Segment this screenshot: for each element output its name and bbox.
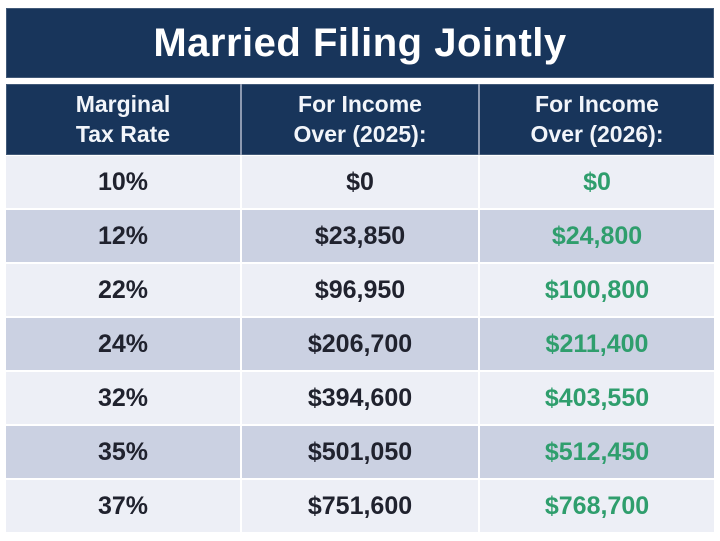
cell-income-2025: $96,950 [240,264,478,316]
table-row: 22% $96,950 $100,800 [6,264,714,318]
header-line: Marginal [75,91,171,118]
cell-income-2025: $0 [240,156,478,208]
cell-income-2026: $768,700 [478,480,714,532]
table-row: 37% $751,600 $768,700 [6,480,714,532]
header-line: For Income [535,91,659,118]
page-title: Married Filing Jointly [153,20,567,65]
cell-rate: 35% [97,437,149,466]
header-line: Tax Rate [75,120,171,147]
table-row: 12% $23,850 $24,800 [6,210,714,264]
cell-income-2025: $206,700 [240,318,478,370]
header-line: For Income [298,91,422,118]
table-row: 24% $206,700 $211,400 [6,318,714,372]
column-header-income-2026: For Income Over (2026): [478,84,714,155]
title-bar: Married Filing Jointly [6,8,714,78]
cell-income-2026: $0 [478,156,714,208]
cell-rate: 22% [97,275,149,304]
column-header-marginal-tax-rate: Marginal Tax Rate [6,84,240,155]
cell-income-2025: $751,600 [240,480,478,532]
cell-rate: 32% [97,383,149,412]
table-row: 10% $0 $0 [6,156,714,210]
cell-income-2026: $24,800 [478,210,714,262]
table-body: 10% $0 $0 12% $23,850 $24,800 22% $96,95… [6,156,714,532]
cell-income-2026: $100,800 [478,264,714,316]
table-row: 35% $501,050 $512,450 [6,426,714,480]
cell-income-2025: $394,600 [240,372,478,424]
cell-rate: 10% [97,167,149,196]
column-header-income-2025: For Income Over (2025): [240,84,478,155]
cell-rate: 24% [97,329,149,358]
cell-income-2026: $512,450 [478,426,714,478]
cell-income-2025: $501,050 [240,426,478,478]
header-line: Over (2025): [293,120,427,147]
cell-income-2026: $211,400 [478,318,714,370]
cell-rate: 12% [97,221,149,250]
cell-income-2026: $403,550 [478,372,714,424]
table-header: Marginal Tax Rate For Income Over (2025)… [6,84,714,156]
header-line: Over (2026): [530,120,664,147]
cell-income-2025: $23,850 [240,210,478,262]
cell-rate: 37% [97,491,149,520]
table-row: 32% $394,600 $403,550 [6,372,714,426]
